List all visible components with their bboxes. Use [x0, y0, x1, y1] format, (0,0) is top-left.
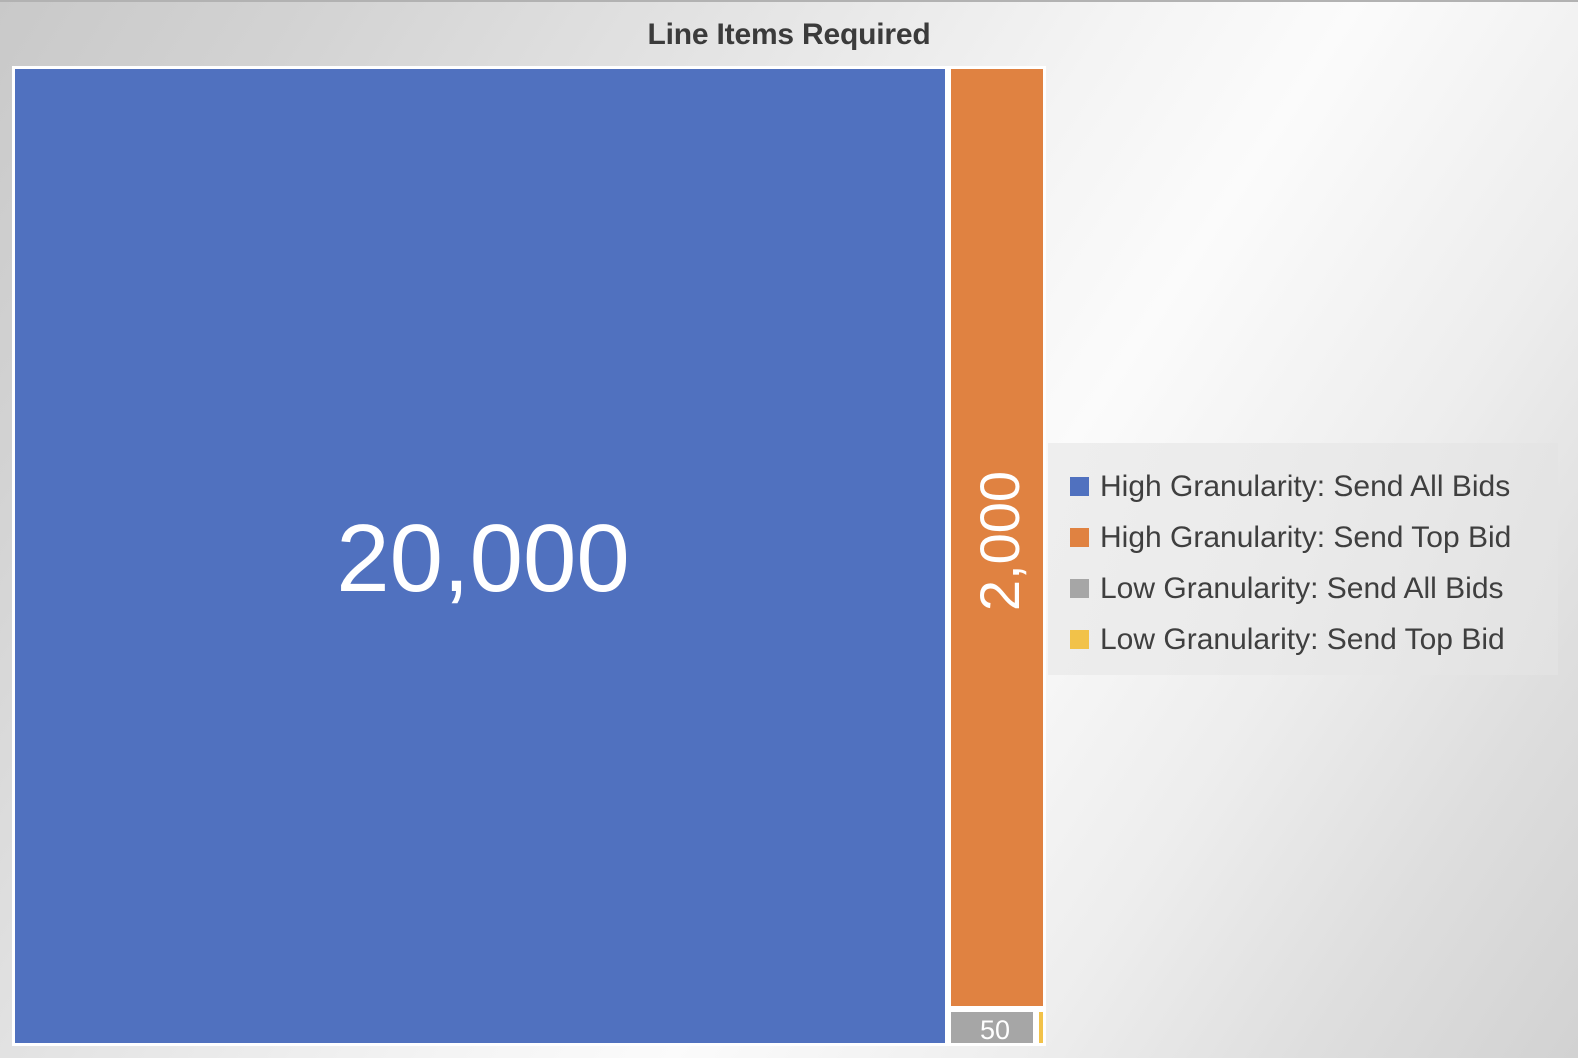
legend-item-high-granularity-send-all-bids[interactable]: High Granularity: Send All Bids [1070, 461, 1558, 512]
treemap-plot-area: 20,000 2,000 50 [12, 66, 1046, 1046]
legend-swatch-icon-low-granularity-send-all-bids [1070, 579, 1089, 598]
treemap-tile-high-granularity-send-all-bids[interactable]: 20,000 [12, 66, 948, 1046]
rotated-value-text: 2,000 [968, 470, 1032, 611]
legend-swatch-icon-low-granularity-send-top-bid [1070, 630, 1089, 649]
treemap-tile-high-granularity-send-top-bid[interactable]: 2,000 [948, 66, 1046, 1009]
legend-item-low-granularity-send-top-bid[interactable]: Low Granularity: Send Top Bid [1070, 614, 1558, 665]
legend-label-high-granularity-send-all-bids: High Granularity: Send All Bids [1100, 469, 1511, 503]
chart-title: Line Items Required [647, 18, 931, 51]
treemap-tile-low-granularity-send-all-bids[interactable]: 50 [948, 1009, 1036, 1046]
legend-label-low-granularity-send-top-bid: Low Granularity: Send Top Bid [1100, 622, 1505, 656]
chart-legend: High Granularity: Send All Bids High Gra… [1048, 443, 1558, 675]
legend-swatch-icon-high-granularity-send-all-bids [1070, 477, 1089, 496]
legend-label-high-granularity-send-top-bid: High Granularity: Send Top Bid [1100, 520, 1512, 554]
treemap-tile-label-high-granularity-send-all-bids: 20,000 [336, 505, 630, 612]
treemap-tile-low-granularity-send-top-bid[interactable] [1036, 1009, 1046, 1046]
legend-item-high-granularity-send-top-bid[interactable]: High Granularity: Send Top Bid [1070, 512, 1558, 563]
treemap-tile-label-high-granularity-send-top-bid: 2,000 [951, 69, 1043, 1006]
legend-swatch-icon-high-granularity-send-top-bid [1070, 528, 1089, 547]
treemap-tile-label-low-granularity-send-all-bids: 50 [979, 1015, 1011, 1045]
legend-item-low-granularity-send-all-bids[interactable]: Low Granularity: Send All Bids [1070, 563, 1558, 614]
legend-label-low-granularity-send-all-bids: Low Granularity: Send All Bids [1100, 571, 1504, 605]
